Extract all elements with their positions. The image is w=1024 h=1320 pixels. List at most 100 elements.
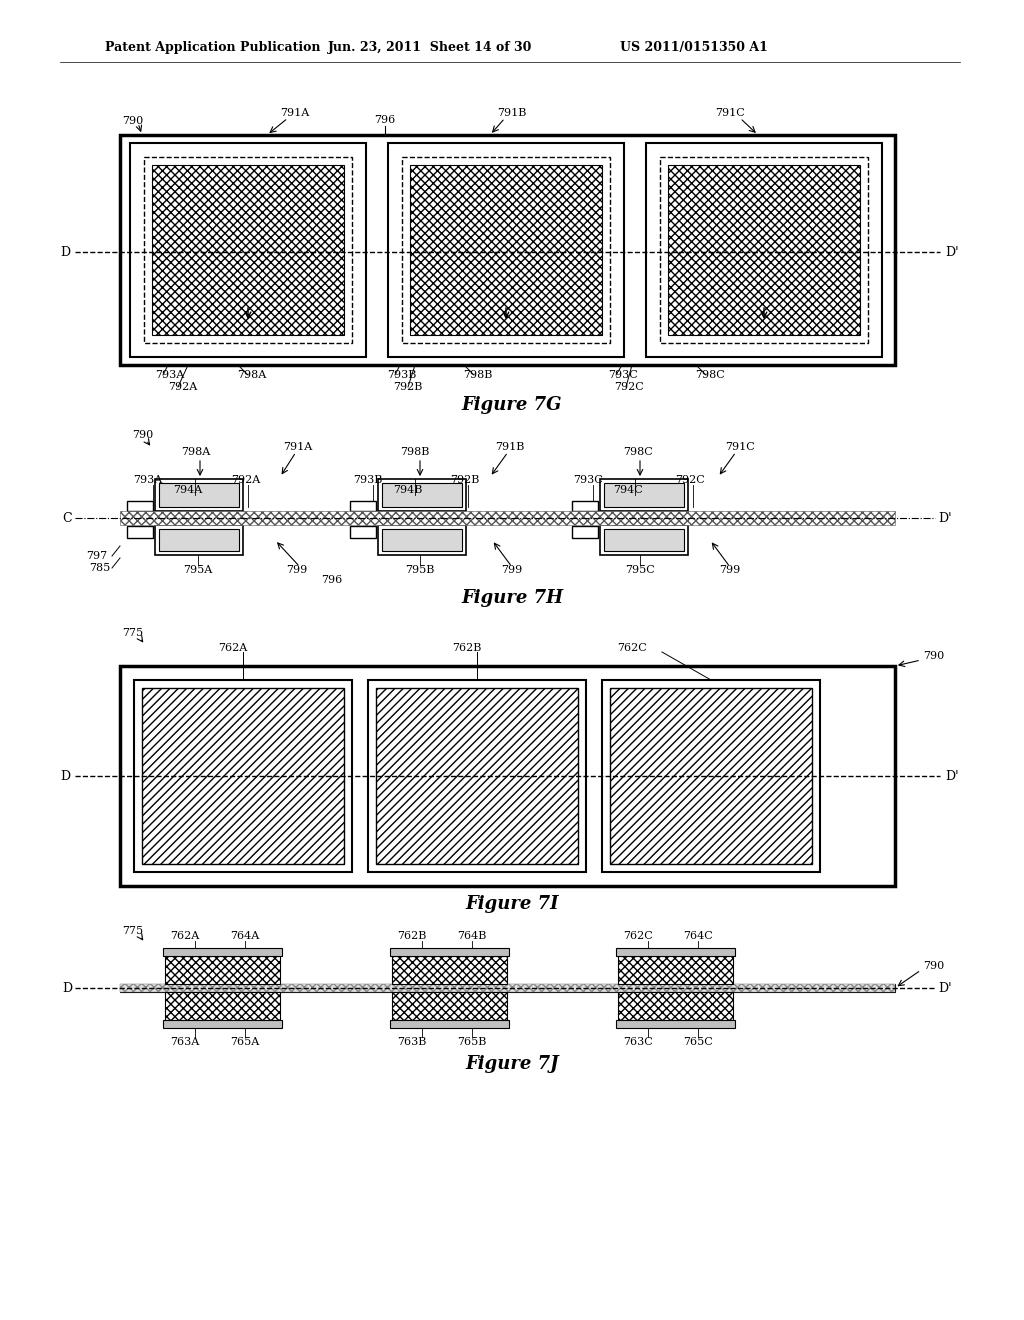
Bar [120, 983, 895, 993]
Bar [376, 688, 578, 865]
Text: 790: 790 [923, 651, 944, 661]
Text: 793B: 793B [353, 475, 383, 484]
Text: 793A: 793A [155, 370, 184, 380]
Text: 762C: 762C [617, 643, 647, 653]
Text: 763C: 763C [624, 1038, 653, 1047]
Bar [602, 680, 820, 873]
Bar [572, 525, 598, 539]
Text: 765A: 765A [230, 1038, 260, 1047]
Text: 798A: 798A [181, 447, 211, 457]
Text: 762A: 762A [170, 931, 200, 941]
Bar [155, 525, 243, 554]
Bar [410, 165, 602, 335]
Text: 796: 796 [322, 576, 343, 585]
Bar [165, 956, 280, 983]
Text: 762B: 762B [397, 931, 427, 941]
Text: 794A: 794A [173, 484, 203, 495]
Bar [600, 525, 688, 554]
Bar [660, 157, 868, 343]
Text: 793B: 793B [387, 370, 417, 380]
Bar [130, 143, 366, 356]
Text: 775: 775 [122, 927, 143, 936]
Bar [152, 165, 344, 335]
Text: 793C: 793C [608, 370, 638, 380]
Text: 793A: 793A [133, 475, 163, 484]
Bar [163, 1020, 282, 1028]
Text: 762C: 762C [624, 931, 653, 941]
Bar [668, 165, 860, 335]
Text: D': D' [938, 511, 951, 524]
Bar [388, 143, 624, 356]
Text: 795A: 795A [183, 565, 213, 576]
Bar [165, 993, 280, 1020]
Text: D': D' [945, 770, 958, 783]
Text: 762A: 762A [218, 643, 248, 653]
Text: 799: 799 [720, 565, 740, 576]
Bar [378, 525, 466, 554]
Bar [390, 1020, 509, 1028]
Text: 762B: 762B [453, 643, 481, 653]
Text: 798A: 798A [238, 370, 266, 380]
Bar [120, 511, 895, 525]
Text: 765B: 765B [458, 1038, 486, 1047]
Bar [618, 956, 733, 983]
Text: 785: 785 [89, 564, 110, 573]
Text: 791A: 791A [284, 442, 312, 451]
Text: 764A: 764A [230, 931, 260, 941]
Bar [378, 479, 466, 511]
Bar [572, 502, 598, 511]
Text: D: D [59, 770, 70, 783]
Text: D': D' [945, 246, 958, 259]
Text: Jun. 23, 2011  Sheet 14 of 30: Jun. 23, 2011 Sheet 14 of 30 [328, 41, 532, 54]
Text: D: D [61, 982, 72, 994]
Text: 763A: 763A [170, 1038, 200, 1047]
Text: 795B: 795B [406, 565, 434, 576]
Bar [142, 688, 344, 865]
Text: 794C: 794C [613, 484, 643, 495]
Text: 797: 797 [86, 550, 106, 561]
Text: D': D' [938, 982, 951, 994]
Text: 775: 775 [122, 628, 143, 638]
Bar [390, 948, 509, 956]
Bar [368, 680, 586, 873]
Text: 791A: 791A [281, 108, 309, 117]
Bar [604, 483, 684, 507]
Bar [350, 502, 376, 511]
Text: 798C: 798C [695, 370, 725, 380]
Text: Figure 7G: Figure 7G [462, 396, 562, 414]
Bar [159, 483, 239, 507]
Bar [382, 483, 462, 507]
Bar [604, 529, 684, 550]
Text: 791C: 791C [715, 108, 744, 117]
Text: Figure 7H: Figure 7H [461, 589, 563, 607]
Text: 763B: 763B [397, 1038, 427, 1047]
Bar [392, 956, 507, 983]
Text: 792C: 792C [614, 381, 644, 392]
Text: D: D [59, 246, 70, 259]
Text: 795C: 795C [625, 565, 655, 576]
Text: 792A: 792A [231, 475, 261, 484]
Text: C: C [62, 511, 72, 524]
Text: 764C: 764C [683, 931, 713, 941]
Text: 790: 790 [122, 116, 143, 125]
Text: 792C: 792C [675, 475, 705, 484]
Text: 791C: 791C [725, 442, 755, 451]
Text: 796: 796 [375, 115, 395, 125]
Bar [646, 143, 882, 356]
Bar [155, 479, 243, 511]
Bar [610, 688, 812, 865]
Bar [163, 948, 282, 956]
Bar [134, 680, 352, 873]
Text: 790: 790 [132, 430, 154, 440]
Text: 791B: 791B [496, 442, 524, 451]
Text: 793C: 793C [573, 475, 603, 484]
Text: US 2011/0151350 A1: US 2011/0151350 A1 [620, 41, 768, 54]
Bar [382, 529, 462, 550]
Text: 765C: 765C [683, 1038, 713, 1047]
Text: 764B: 764B [458, 931, 486, 941]
Bar [616, 948, 735, 956]
Text: 794B: 794B [393, 484, 423, 495]
Text: 791B: 791B [498, 108, 526, 117]
Bar [127, 525, 153, 539]
Bar [618, 993, 733, 1020]
